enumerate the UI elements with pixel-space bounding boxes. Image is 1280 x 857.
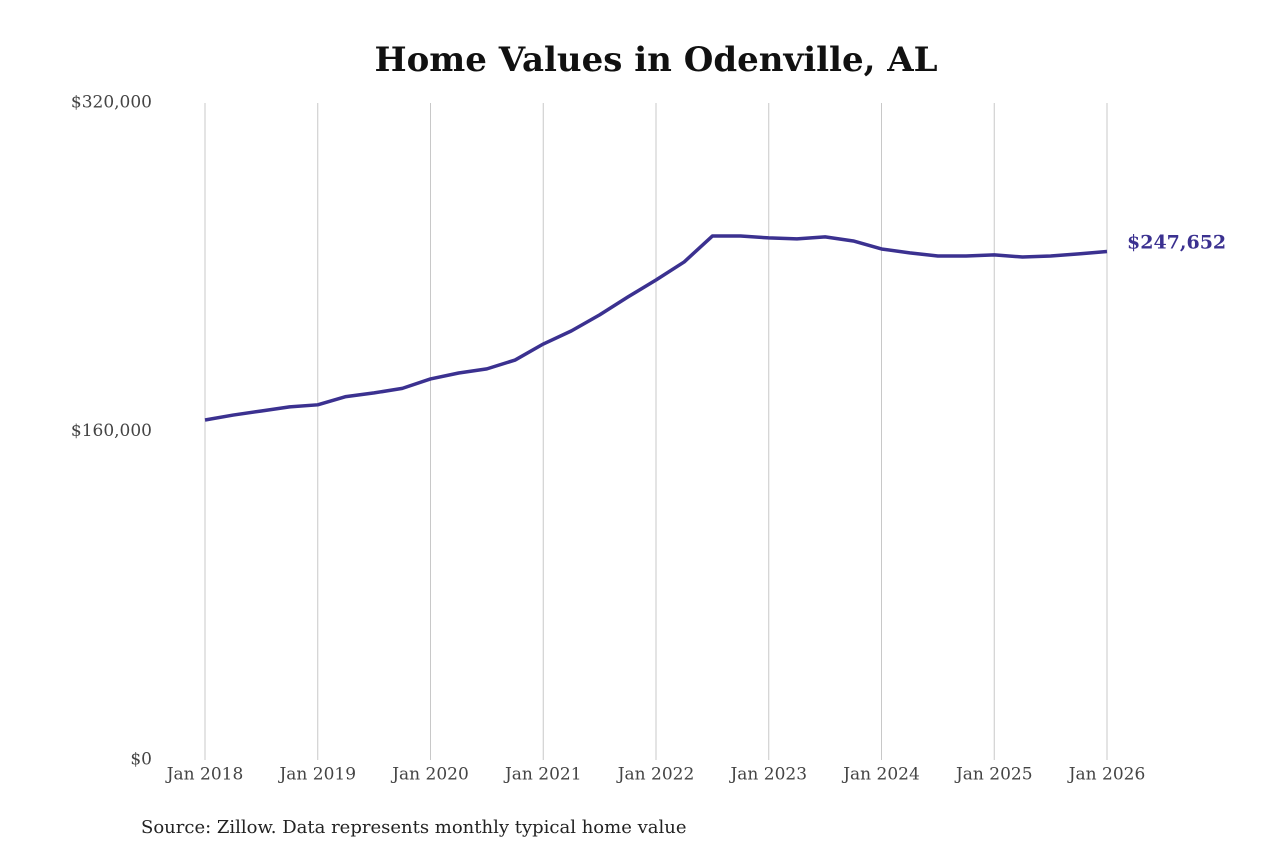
x-tick-label: Jan 2018 (165, 765, 244, 785)
chart-title: Home Values in Odenville, AL (374, 40, 937, 80)
x-tick-label: Jan 2023 (728, 765, 807, 785)
x-tick-label: Jan 2022 (616, 765, 695, 785)
y-tick-label: $320,000 (71, 93, 152, 113)
x-tick-label: Jan 2019 (277, 765, 356, 785)
value-label: $247,652 (1127, 232, 1226, 254)
x-tick-label: Jan 2021 (503, 765, 582, 785)
x-tick-label: Jan 2026 (1067, 765, 1146, 785)
line (204, 234, 1108, 422)
y-tick-label: $160,000 (71, 421, 152, 441)
source-note: Source: Zillow. Data represents monthly … (141, 817, 687, 838)
x-tick-label: Jan 2020 (390, 765, 469, 785)
x-tick-label: Jan 2025 (954, 765, 1033, 785)
y-tick-label: $0 (130, 750, 152, 770)
x-tick-label: Jan 2024 (841, 765, 920, 785)
